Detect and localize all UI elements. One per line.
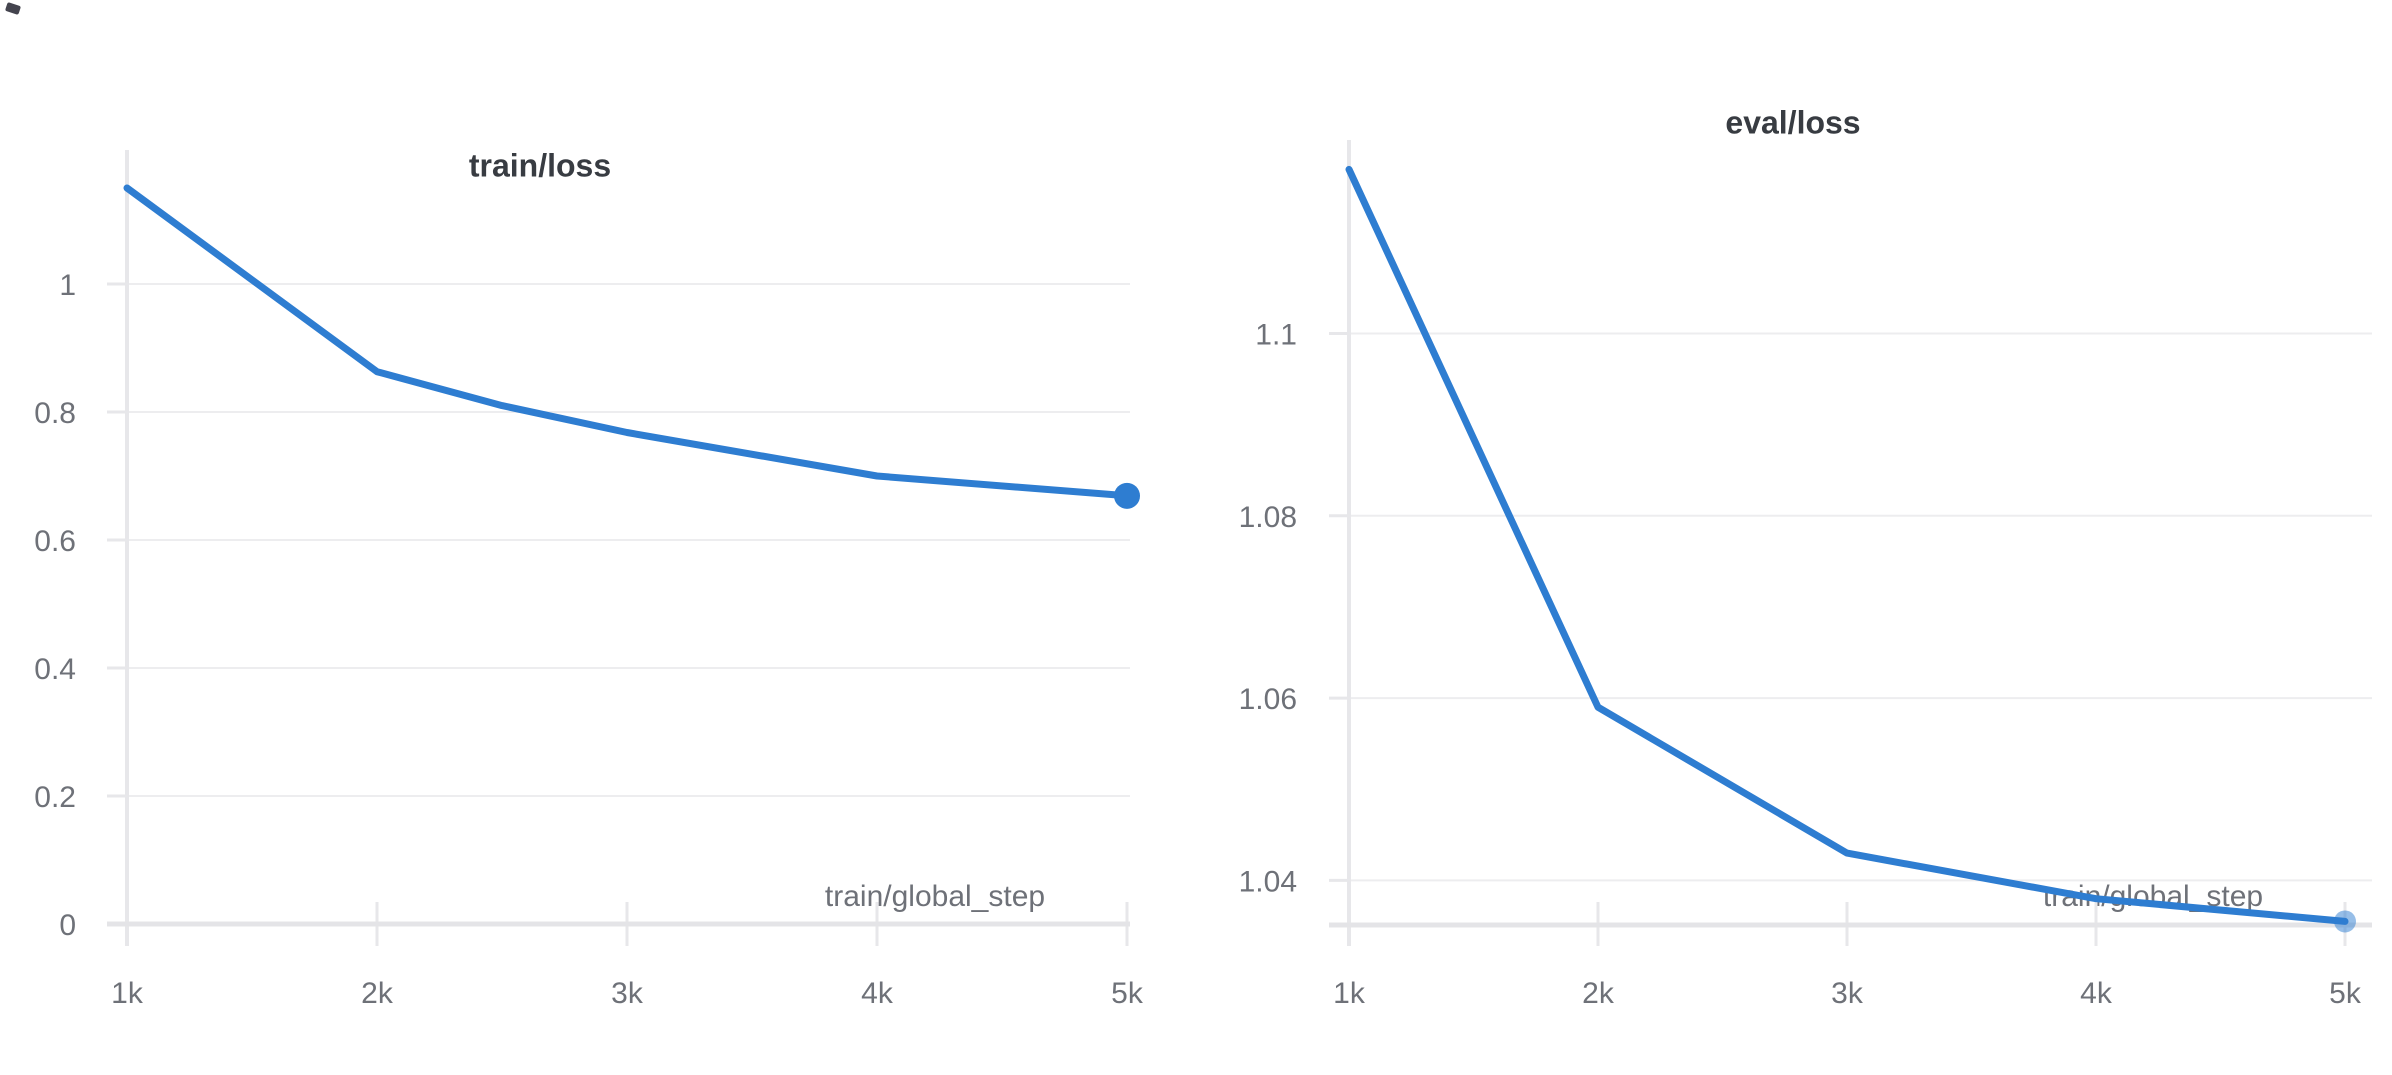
x-tick-label: 1k <box>111 977 144 1010</box>
loss-curve <box>1345 165 2349 925</box>
y-tick-label: 0.8 <box>34 397 76 430</box>
x-tick-label: 4k <box>2080 977 2113 1010</box>
x-tick-label: 4k <box>861 977 894 1010</box>
y-tick-label: 0.6 <box>34 525 76 558</box>
y-tick-label: 1.06 <box>1239 683 1297 716</box>
x-tick-label: 2k <box>1582 977 1615 1010</box>
loss-curve <box>123 184 1131 500</box>
last-point-marker <box>2334 910 2356 933</box>
x-tick-label: 5k <box>2329 977 2362 1010</box>
x-tick-label: 1k <box>1333 977 1366 1010</box>
x-tick-label: 2k <box>361 977 394 1010</box>
y-tick-label: 1.08 <box>1239 501 1297 534</box>
x-tick-label: 3k <box>1831 977 1864 1010</box>
x-axis-label: train/global_step <box>824 880 1046 913</box>
x-tick-label: 3k <box>611 977 644 1010</box>
chart-title: train/loss <box>468 147 612 184</box>
x-tick-label: 5k <box>1111 977 1144 1010</box>
y-tick-label: 1.04 <box>1239 865 1297 898</box>
y-tick-label: 0.2 <box>34 781 76 814</box>
chart-title: eval/loss <box>1725 104 1861 141</box>
y-tick-label: 0 <box>59 909 76 942</box>
y-tick-label: 1.1 <box>1255 318 1297 351</box>
last-point-marker <box>1114 482 1140 509</box>
chart-panel-eval-loss[interactable]: eval/loss train/global_step 1.1 1.08 1.06 1… <box>1196 0 2392 1075</box>
chart-panel-train-loss[interactable]: train/loss train/global_step 0 0.2 0.4 0.6 0… <box>0 0 1196 1075</box>
y-tick-label: 1 <box>59 269 76 302</box>
y-tick-label: 0.4 <box>34 653 76 686</box>
